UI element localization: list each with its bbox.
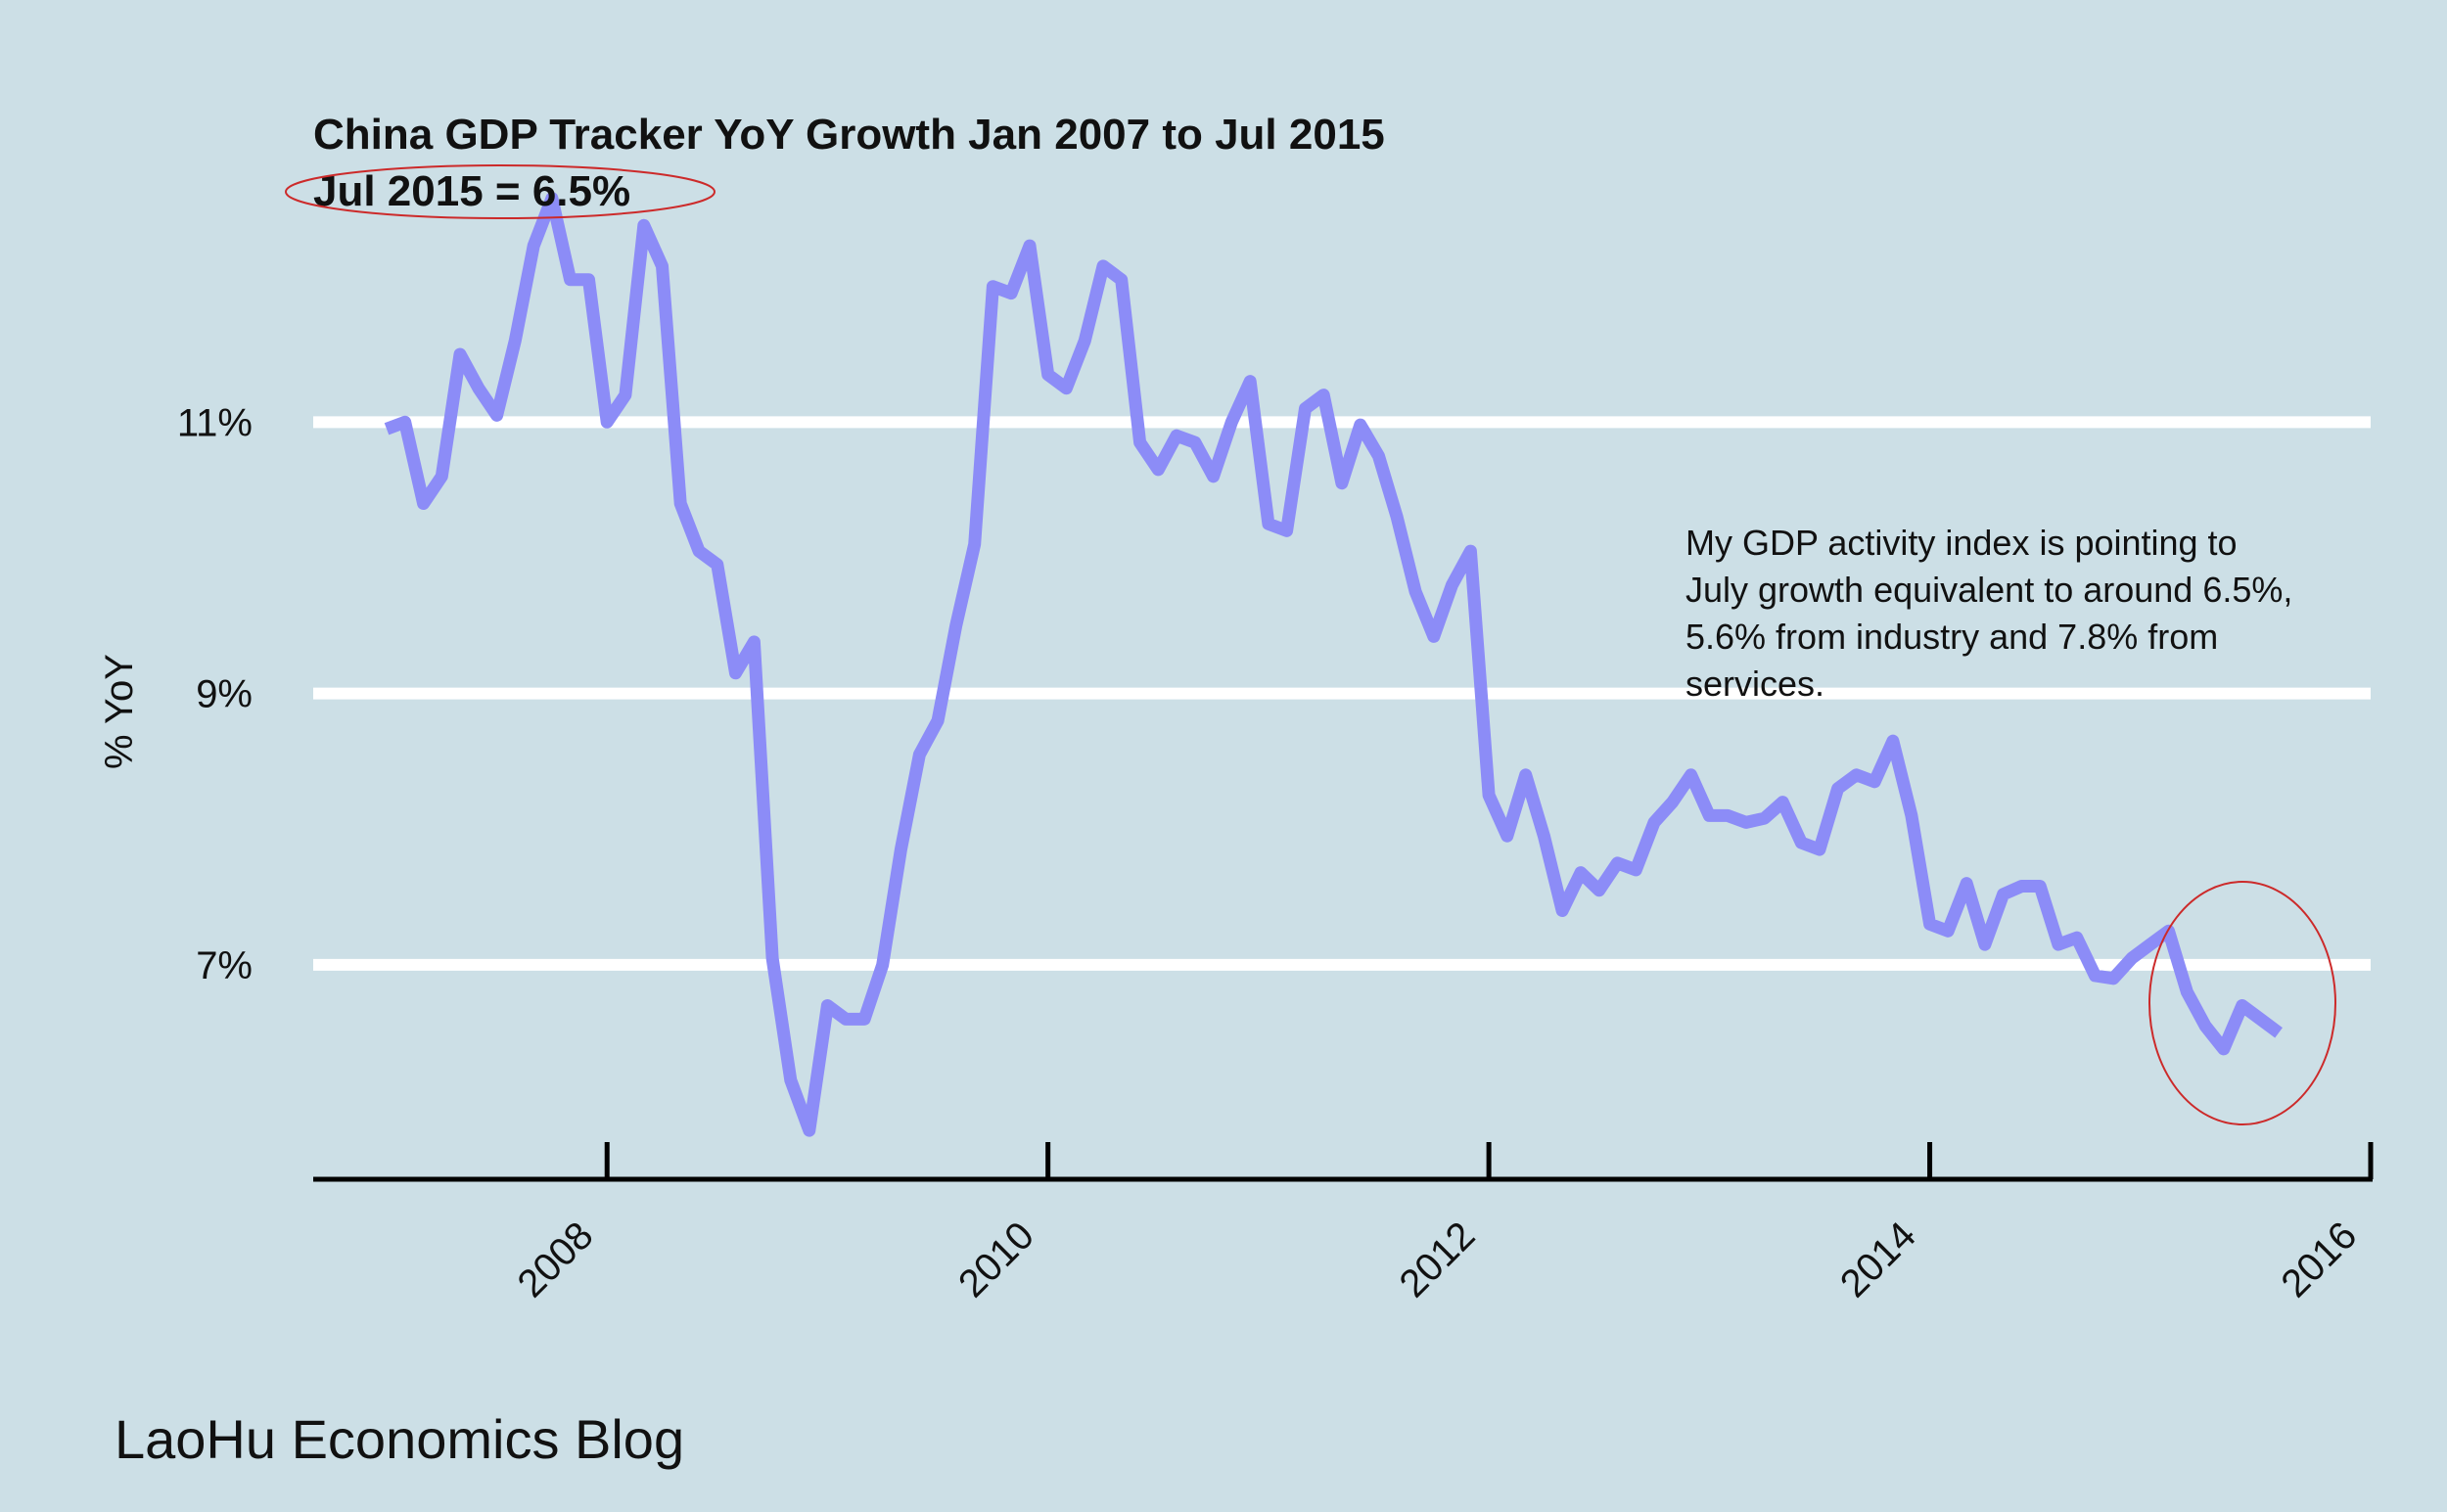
annotation-text: My GDP activity index is pointing to Jul… bbox=[1685, 523, 2292, 704]
annotation-line-1: My GDP activity index is pointing to bbox=[1685, 523, 2238, 563]
chart-title: China GDP Tracker YoY Growth Jan 2007 to… bbox=[313, 111, 1385, 159]
y-tick-label-9: 9% bbox=[196, 673, 253, 716]
annotation-line-3: 5.6% from industry and 7.8% from bbox=[1685, 617, 2218, 657]
annotation-circle-subtitle bbox=[285, 164, 716, 219]
annotation-circle-latest bbox=[2148, 881, 2336, 1125]
y-tick-label-7: 7% bbox=[196, 944, 253, 987]
y-axis-label: % YoY bbox=[98, 654, 141, 769]
chart-subtitle: Jul 2015 = 6.5% bbox=[313, 167, 630, 215]
annotation-line-4: services. bbox=[1685, 664, 1824, 704]
y-tick-label-11: 11% bbox=[177, 401, 253, 444]
gridlines bbox=[313, 416, 2371, 971]
annotation-line-2: July growth equivalent to around 6.5%, bbox=[1685, 570, 2292, 610]
series-line-gdp-tracker bbox=[384, 192, 2283, 1137]
footer-credit: LaoHu Economics Blog bbox=[115, 1408, 684, 1470]
y-axis-tick-labels: 7% 9% 11% bbox=[177, 401, 253, 987]
